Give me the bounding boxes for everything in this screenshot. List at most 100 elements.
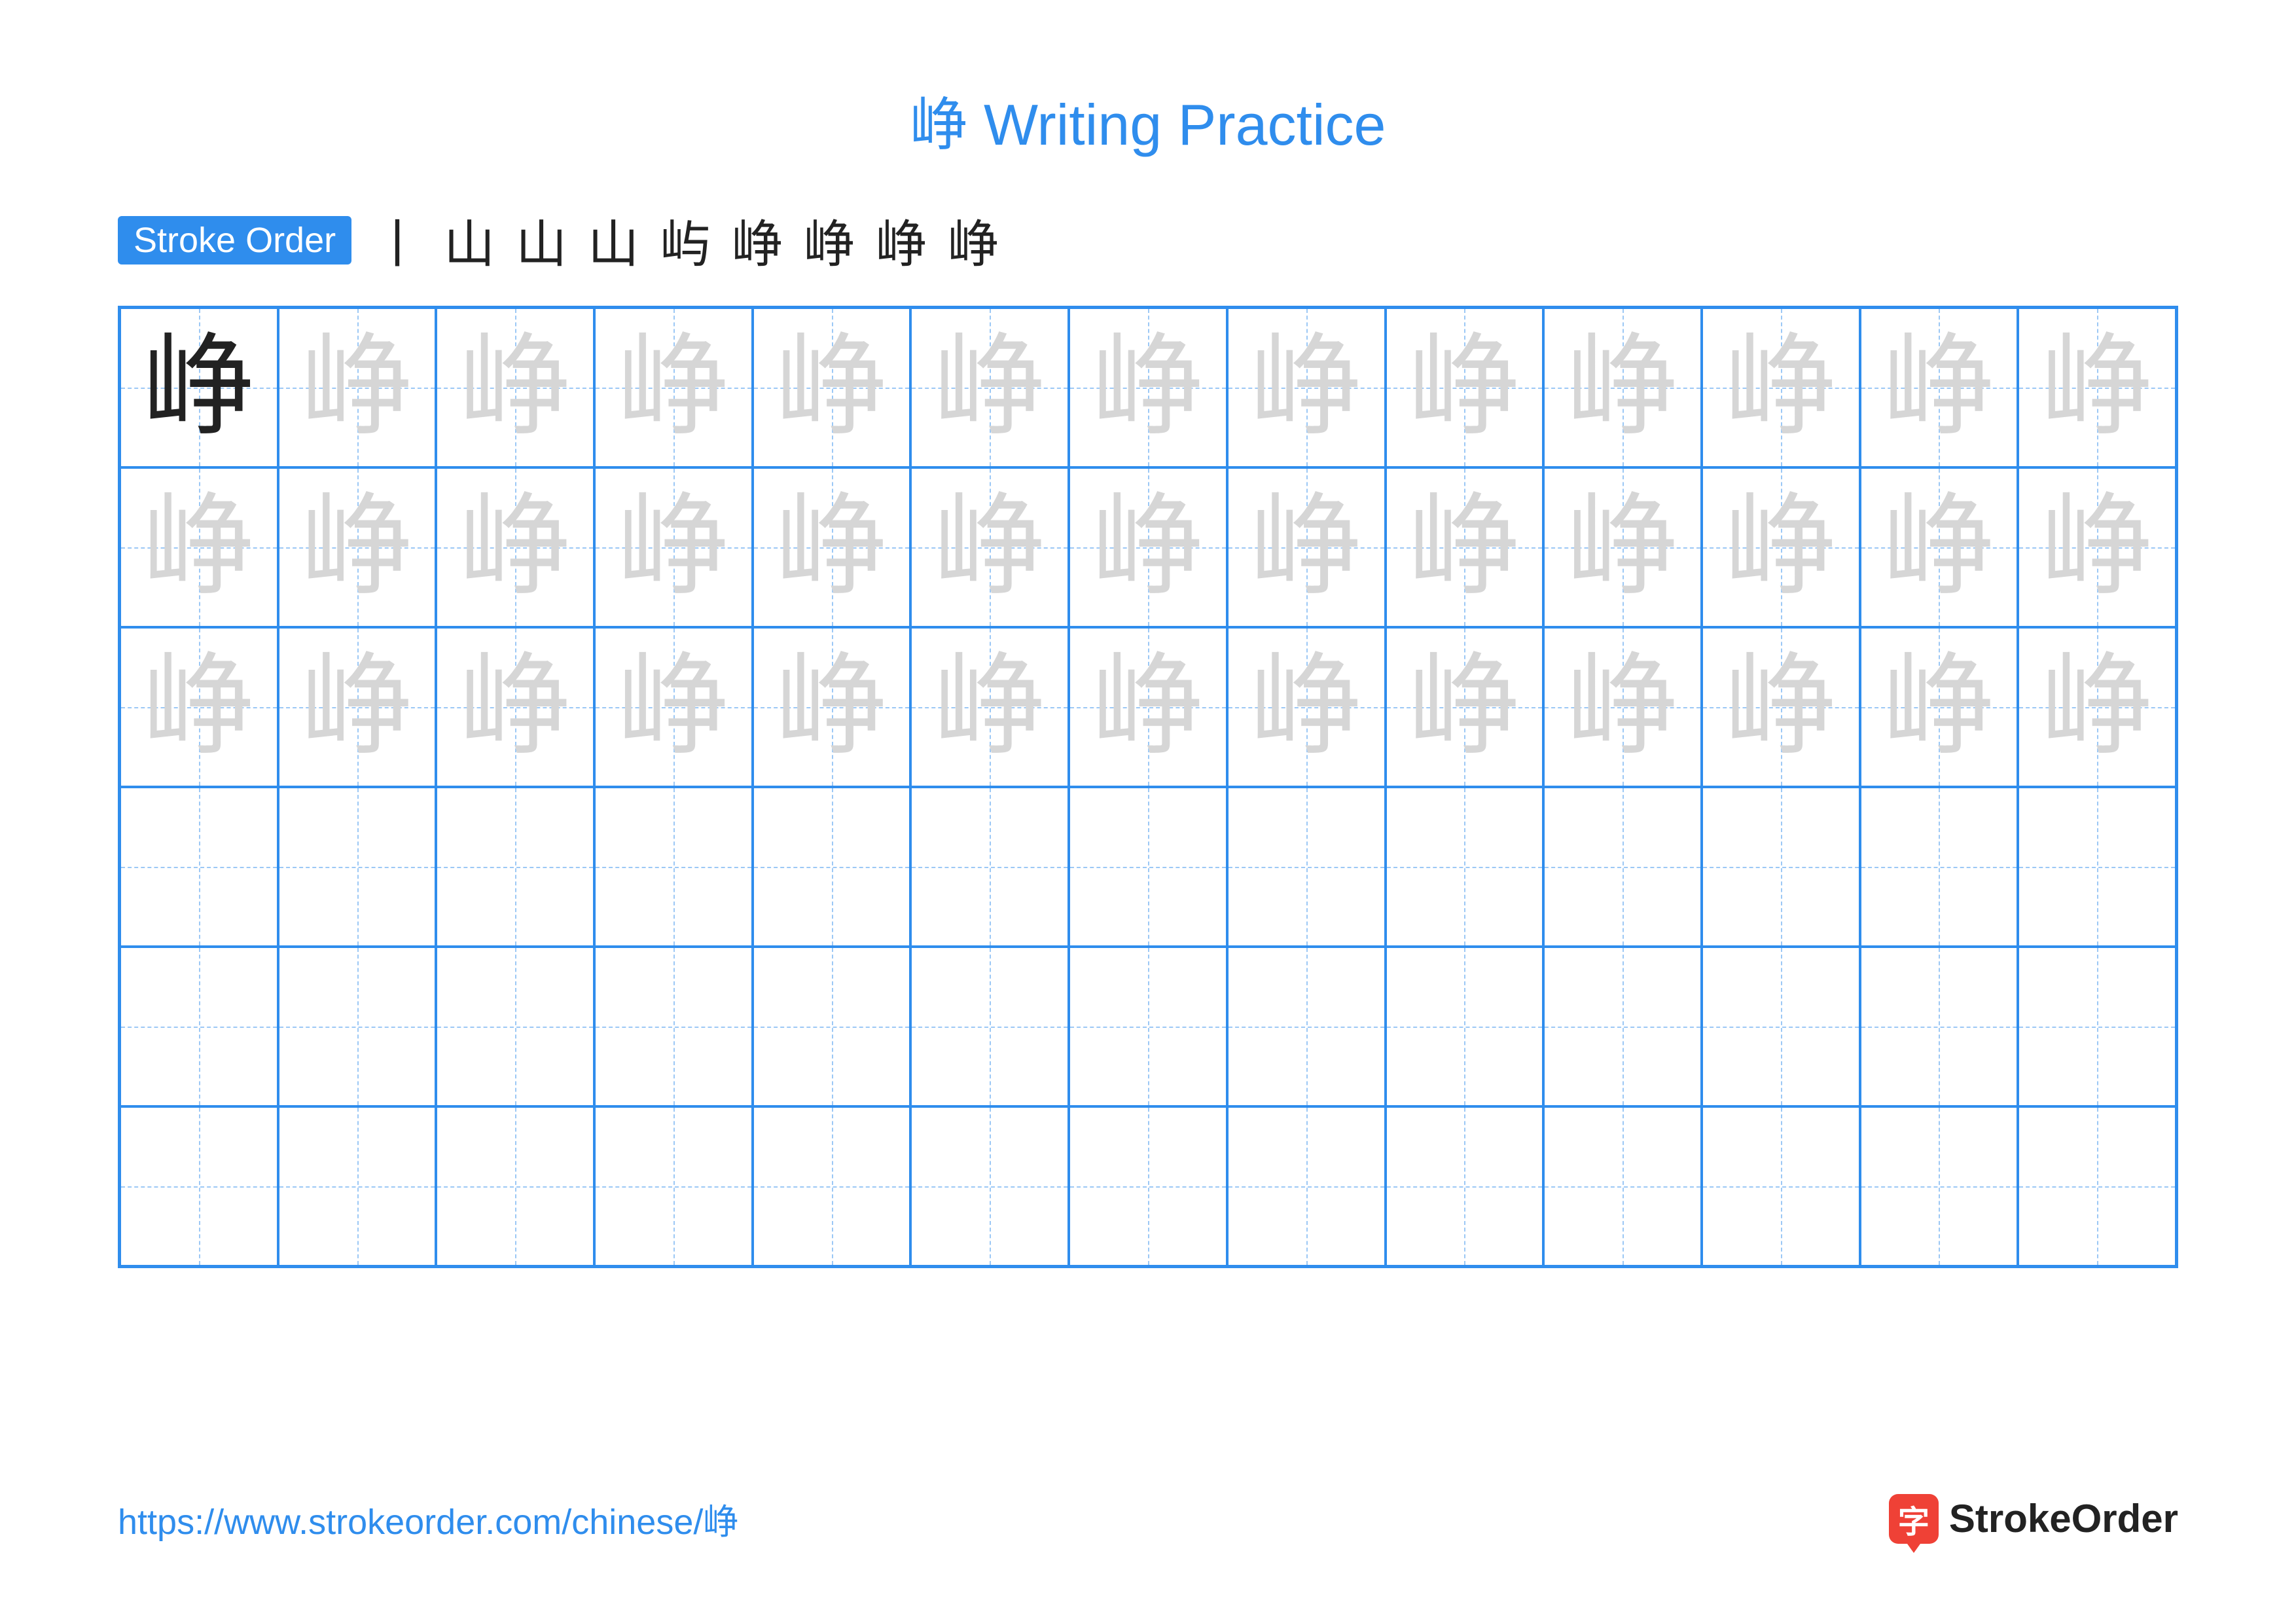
grid-cell: 峥	[2018, 627, 2176, 787]
grid-cell	[910, 787, 1069, 947]
grid-cell	[910, 947, 1069, 1106]
trace-char: 峥	[1725, 651, 1837, 763]
grid-cell: 峥	[594, 467, 753, 627]
grid-cell: 峥	[1386, 308, 1544, 467]
trace-char: 峥	[1408, 332, 1520, 443]
grid-cell	[120, 1106, 278, 1266]
page-title: 峥 Writing Practice	[118, 79, 2178, 162]
grid-cell: 峥	[436, 308, 594, 467]
trace-char: 峥	[459, 492, 571, 603]
trace-char: 峥	[1725, 492, 1837, 603]
footer-url: https://www.strokeorder.com/chinese/峥	[118, 1493, 738, 1544]
trace-char: 峥	[143, 492, 255, 603]
grid-cell: 峥	[1543, 308, 1702, 467]
logo-icon-char: 字	[1898, 1496, 1929, 1542]
grid-cell	[2018, 947, 2176, 1106]
grid-cell: 峥	[1227, 308, 1386, 467]
grid-cell	[1543, 947, 1702, 1106]
grid-cell	[1543, 1106, 1702, 1266]
trace-char: 峥	[1883, 651, 1994, 763]
grid-cell: 峥	[278, 627, 437, 787]
grid-cell	[1069, 787, 1227, 947]
stroke-step: 屿	[653, 208, 718, 273]
grid-cell	[436, 787, 594, 947]
grid-cell: 峥	[436, 627, 594, 787]
trace-char: 峥	[302, 332, 413, 443]
grid-cell: 峥	[1860, 627, 2018, 787]
grid-cell	[1860, 787, 2018, 947]
grid-cell	[1702, 947, 1860, 1106]
trace-char: 峥	[1883, 492, 1994, 603]
grid-cell	[2018, 787, 2176, 947]
grid-cell	[278, 787, 437, 947]
grid-cell	[1702, 787, 1860, 947]
grid-cell	[1860, 947, 2018, 1106]
grid-cell: 峥	[120, 308, 278, 467]
stroke-step: 山	[581, 208, 646, 273]
grid-cell	[2018, 1106, 2176, 1266]
grid-cell	[910, 1106, 1069, 1266]
stroke-step: 峥	[869, 208, 934, 273]
grid-cell	[278, 1106, 437, 1266]
trace-char: 峥	[2041, 492, 2153, 603]
title-suffix: Writing Practice	[968, 92, 1386, 157]
grid-cell: 峥	[278, 467, 437, 627]
practice-grid: 峥峥峥峥峥峥峥峥峥峥峥峥峥峥峥峥峥峥峥峥峥峥峥峥峥峥峥峥峥峥峥峥峥峥峥峥峥峥峥	[118, 306, 2178, 1268]
grid-cell: 峥	[753, 467, 911, 627]
trace-char: 峥	[2041, 332, 2153, 443]
grid-cell	[594, 1106, 753, 1266]
grid-cell	[1386, 1106, 1544, 1266]
trace-char: 峥	[1251, 332, 1362, 443]
logo-text: StrokeOrder	[1949, 1496, 2178, 1541]
grid-cell	[1069, 1106, 1227, 1266]
grid-cell: 峥	[1227, 467, 1386, 627]
trace-char: 峥	[2041, 651, 2153, 763]
logo-icon: 字	[1889, 1494, 1939, 1544]
grid-cell: 峥	[436, 467, 594, 627]
logo: 字 StrokeOrder	[1889, 1494, 2178, 1544]
grid-cell	[436, 1106, 594, 1266]
trace-char: 峥	[776, 492, 888, 603]
trace-char: 峥	[618, 651, 729, 763]
grid-cell	[753, 1106, 911, 1266]
trace-char: 峥	[1883, 332, 1994, 443]
grid-cell: 峥	[1069, 308, 1227, 467]
stroke-step: 丨	[365, 208, 430, 273]
trace-char: 峥	[1567, 492, 1678, 603]
grid-cell: 峥	[1860, 467, 2018, 627]
stroke-step: 峥	[725, 208, 790, 273]
stroke-step: 峥	[797, 208, 862, 273]
trace-char: 峥	[1092, 332, 1204, 443]
trace-char: 峥	[459, 651, 571, 763]
grid-cell	[753, 947, 911, 1106]
grid-cell: 峥	[1702, 308, 1860, 467]
grid-cell	[753, 787, 911, 947]
grid-cell	[1386, 787, 1544, 947]
grid-cell: 峥	[2018, 467, 2176, 627]
grid-cell	[120, 947, 278, 1106]
grid-cell: 峥	[1386, 467, 1544, 627]
trace-char: 峥	[934, 332, 1045, 443]
grid-cell	[594, 787, 753, 947]
grid-cell	[120, 787, 278, 947]
stroke-step: 峥	[941, 208, 1006, 273]
grid-cell: 峥	[1227, 627, 1386, 787]
stroke-steps-container: 丨山山山屿峥峥峥峥	[365, 208, 1006, 273]
stroke-order-label: Stroke Order	[118, 216, 351, 264]
grid-cell: 峥	[120, 627, 278, 787]
trace-char: 峥	[1092, 492, 1204, 603]
grid-cell	[1860, 1106, 2018, 1266]
trace-char: 峥	[1567, 651, 1678, 763]
grid-cell: 峥	[1860, 308, 2018, 467]
grid-cell	[1702, 1106, 1860, 1266]
grid-cell: 峥	[1543, 467, 1702, 627]
trace-char: 峥	[143, 651, 255, 763]
grid-cell: 峥	[753, 627, 911, 787]
grid-cell: 峥	[2018, 308, 2176, 467]
trace-char: 峥	[1725, 332, 1837, 443]
grid-cell: 峥	[1069, 467, 1227, 627]
grid-cell	[594, 947, 753, 1106]
grid-cell: 峥	[1702, 627, 1860, 787]
grid-cell: 峥	[594, 627, 753, 787]
grid-cell: 峥	[1702, 467, 1860, 627]
